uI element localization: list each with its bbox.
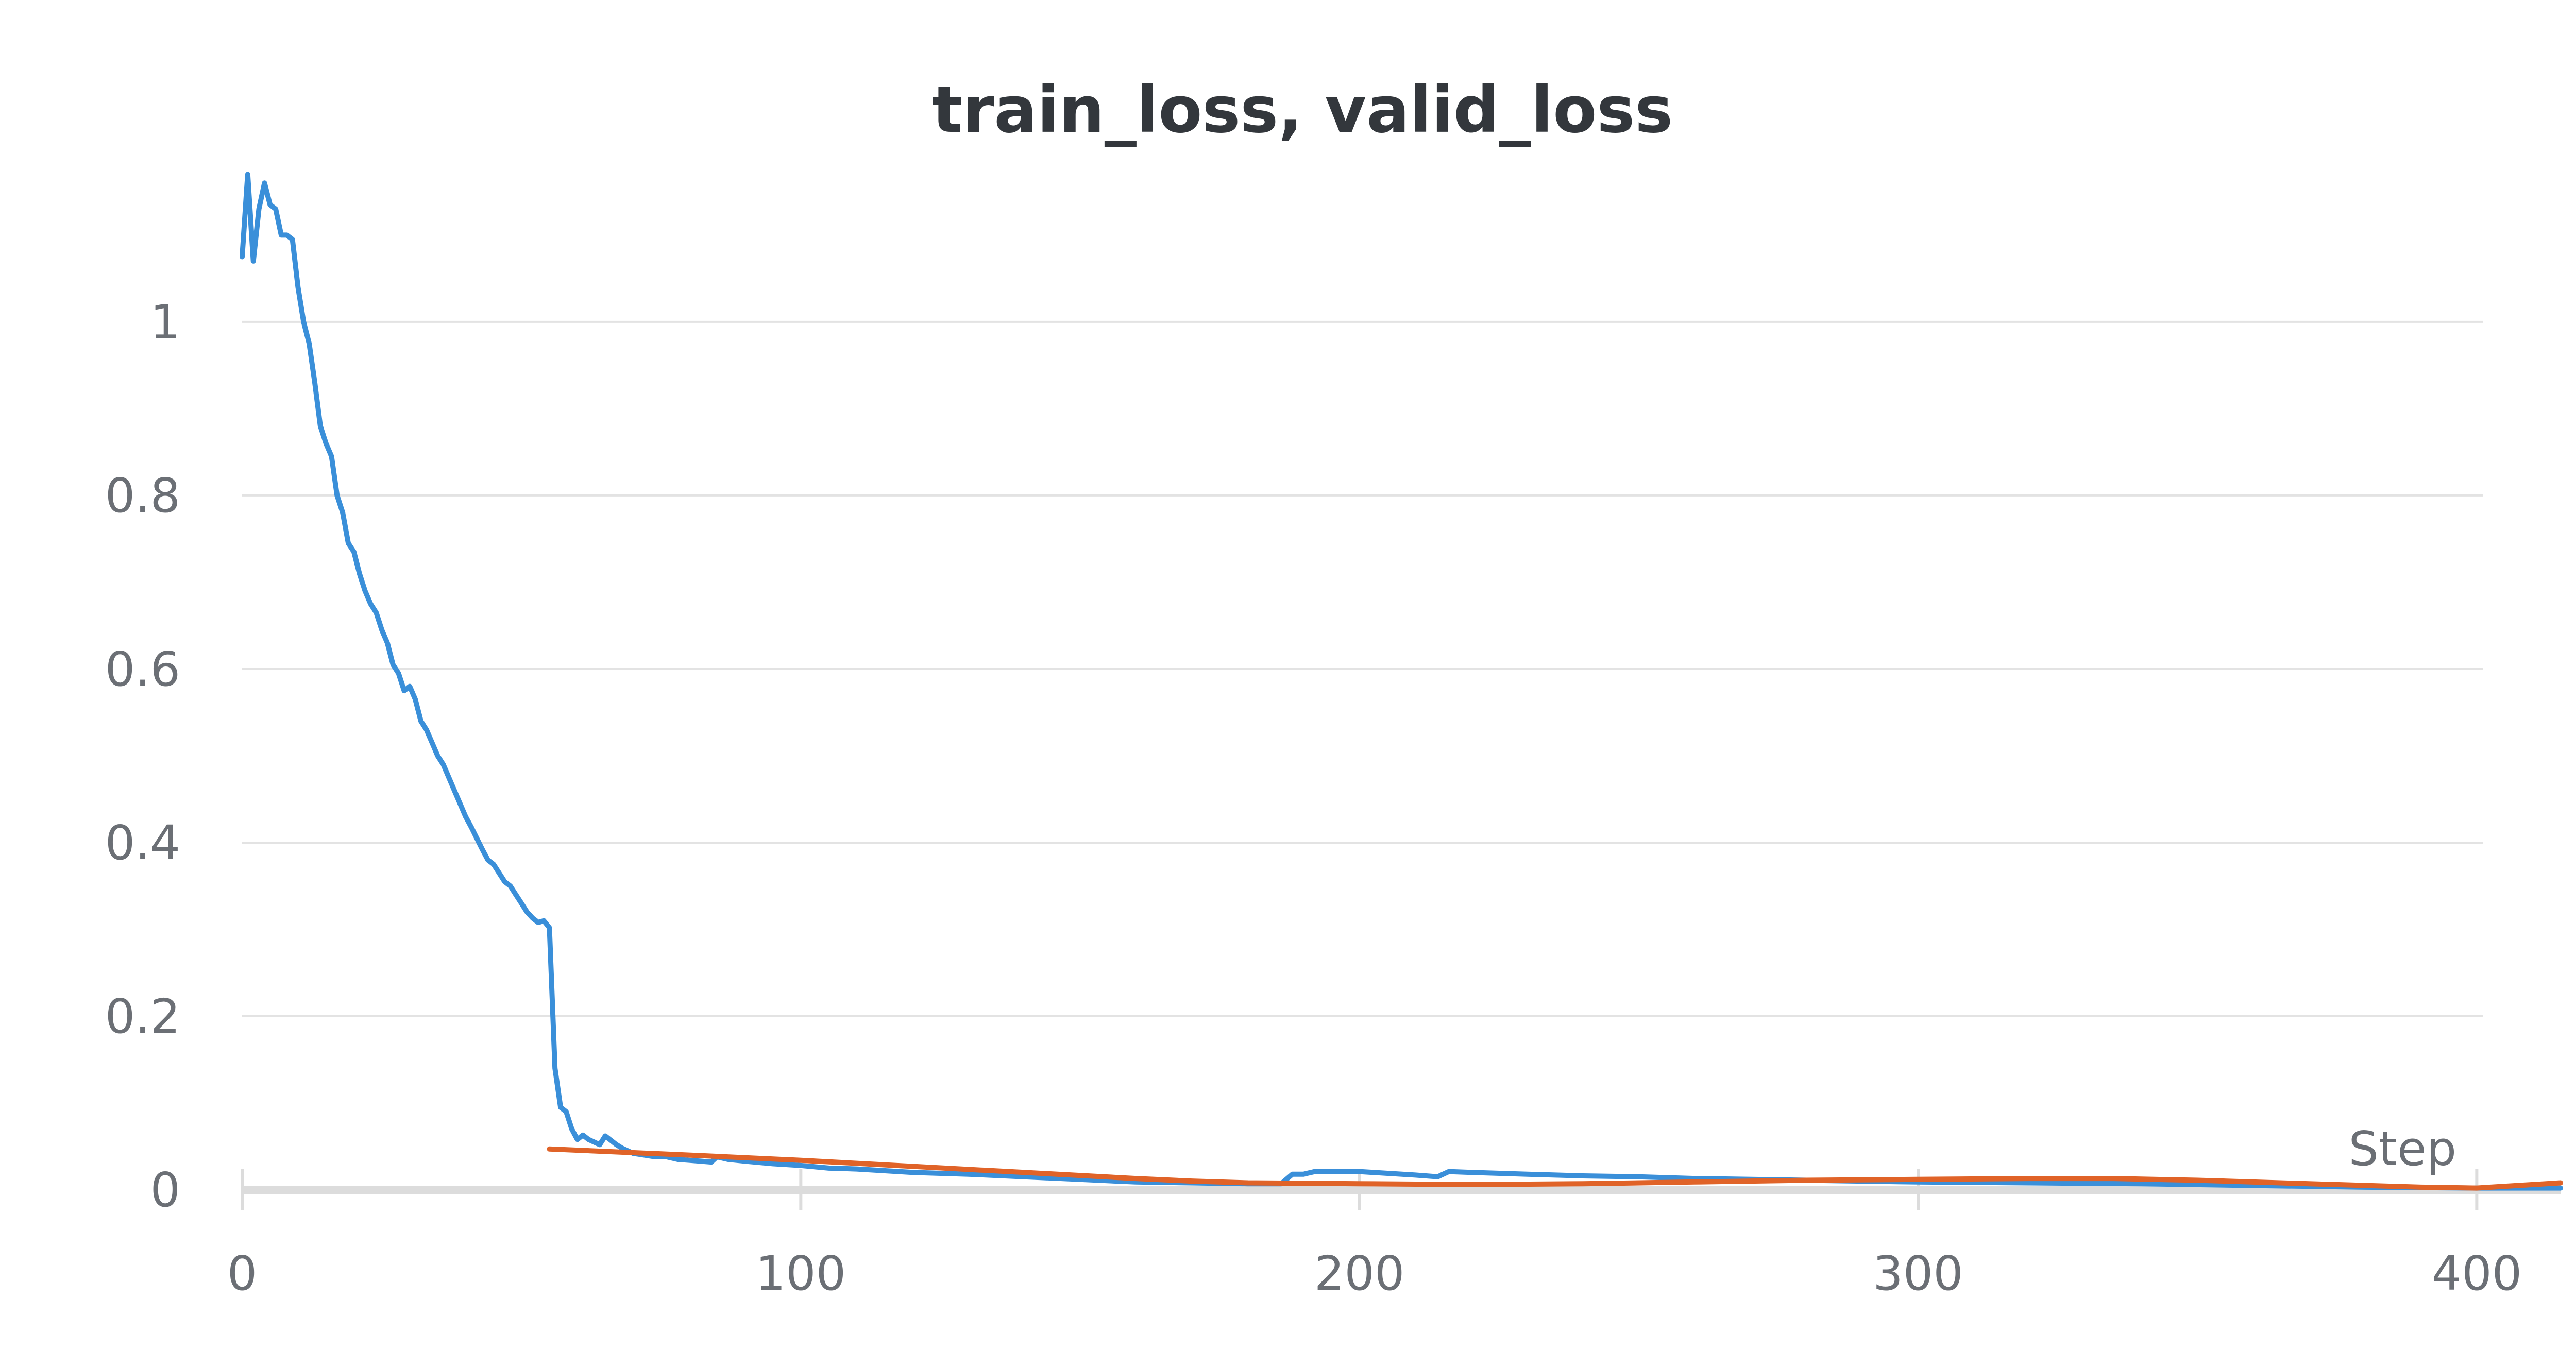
y-tick-label: 0.4	[105, 815, 180, 870]
x-axis-tick-labels: 0 100 200 300 400	[227, 1246, 2522, 1301]
series-layer	[240, 172, 2563, 1191]
chart-title: train_loss, valid_loss	[932, 73, 1673, 147]
y-tick-label: 0.2	[105, 989, 180, 1044]
y-tick-label: 0.6	[105, 642, 180, 697]
y-tick-label: 1	[150, 295, 180, 350]
x-tick-label: 400	[2432, 1246, 2522, 1301]
x-tick-label: 100	[756, 1246, 846, 1301]
series-line-2	[547, 1146, 2563, 1191]
y-axis-tick-labels: 0 0.2 0.4 0.6 0.8 1	[105, 295, 180, 1218]
series-line-1	[240, 172, 2563, 1191]
y-tick-label: 0	[150, 1162, 180, 1218]
x-axis-label: Step	[2349, 1121, 2456, 1176]
x-axis	[241, 1169, 2561, 1210]
grid-layer	[242, 320, 2483, 1017]
x-tick-label: 200	[1314, 1246, 1405, 1301]
y-tick-label: 0.8	[105, 468, 180, 523]
x-tick-label: 300	[1873, 1246, 1963, 1301]
x-tick-label: 0	[227, 1246, 258, 1301]
